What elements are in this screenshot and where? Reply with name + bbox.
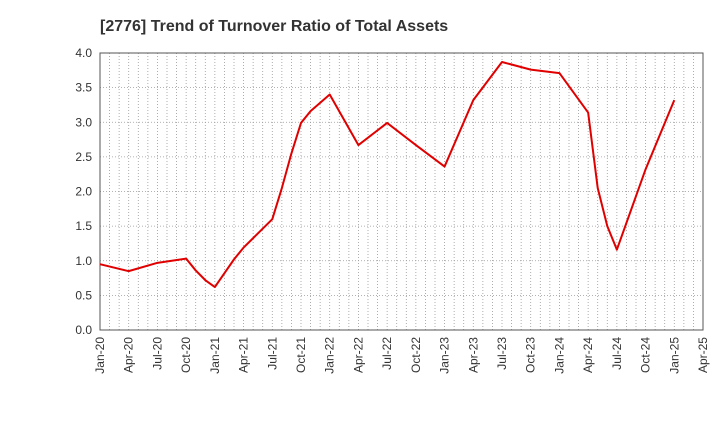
x-tick-label: Jul-22 <box>380 337 394 370</box>
y-tick-label: 3.5 <box>75 81 92 95</box>
x-tick-label: Jan-21 <box>208 337 222 374</box>
x-tick-label: Apr-20 <box>122 337 136 373</box>
x-tick-label: Jul-23 <box>495 337 509 370</box>
y-axis-ticks: 0.0 0.5 1.0 1.5 2.0 2.5 3.0 3.5 4.0 <box>75 46 92 337</box>
y-tick-label: 2.5 <box>75 150 92 164</box>
x-tick-label: Oct-20 <box>179 337 193 373</box>
x-tick-label: Jul-20 <box>150 337 164 370</box>
x-tick-label: Jan-24 <box>552 337 566 374</box>
x-axis-ticks: Jan-20 Apr-20 Jul-20 Oct-20 Jan-21 Apr-21 Jul-… <box>93 337 710 374</box>
y-tick-label: 0.5 <box>75 288 92 302</box>
x-tick-label: Jan-23 <box>438 337 452 374</box>
x-tick-label: Oct-21 <box>294 337 308 373</box>
chart-title: [2776] Trend of Turnover Ratio of Total … <box>100 18 448 35</box>
x-tick-label: Apr-21 <box>237 337 251 373</box>
x-tick-label: Jan-22 <box>323 337 337 374</box>
x-tick-label: Oct-23 <box>524 337 538 373</box>
y-tick-label: 1.5 <box>75 219 92 233</box>
x-tick-label: Jul-21 <box>265 337 279 370</box>
y-tick-label: 3.0 <box>75 115 92 129</box>
y-tick-label: 2.0 <box>75 185 92 199</box>
x-tick-label: Jan-20 <box>93 337 107 374</box>
x-tick-label: Apr-22 <box>351 337 365 373</box>
x-tick-label: Apr-25 <box>696 337 710 373</box>
grid <box>99 52 704 331</box>
series-line <box>99 61 676 289</box>
x-tick-label: Apr-23 <box>466 337 480 373</box>
x-tick-label: Apr-24 <box>581 337 595 373</box>
plot-frame <box>99 52 704 331</box>
x-tick-label: Jul-24 <box>610 337 624 370</box>
x-tick-label: Oct-22 <box>409 337 423 373</box>
y-tick-label: 1.0 <box>75 254 92 268</box>
y-tick-label: 0.0 <box>75 323 92 337</box>
y-tick-label: 4.0 <box>75 46 92 60</box>
x-tick-label: Oct-24 <box>639 337 653 373</box>
x-tick-label: Jan-25 <box>667 337 681 374</box>
